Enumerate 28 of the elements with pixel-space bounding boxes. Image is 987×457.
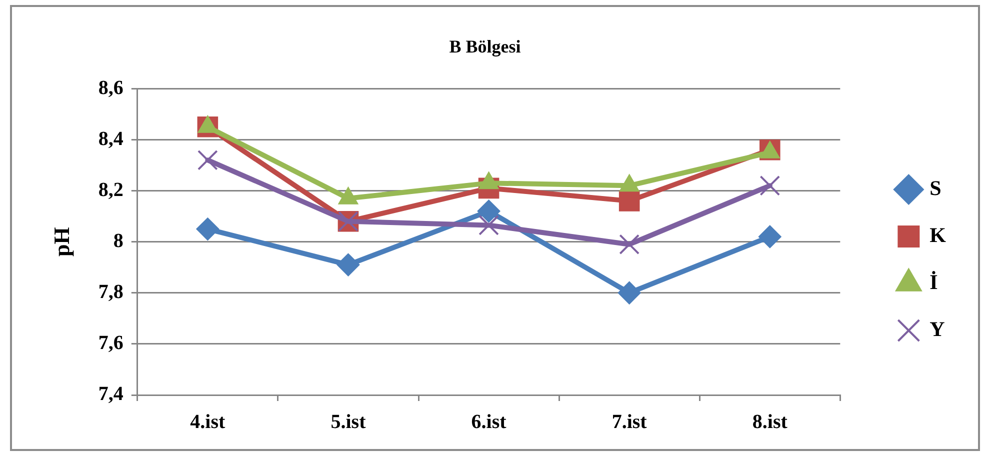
- point: [196, 218, 220, 241]
- legend-label: İ: [930, 270, 938, 294]
- point: [758, 225, 782, 248]
- point: [618, 281, 641, 304]
- y-tick-label: 7,6: [98, 332, 124, 354]
- y-tick-label: 7,4: [98, 383, 124, 406]
- x-tick-label: 4.ist: [190, 411, 226, 434]
- x-tick-label: 5.ist: [330, 411, 366, 434]
- y-tick-label: 8,2: [98, 178, 124, 201]
- point: [477, 200, 500, 223]
- point: [760, 175, 780, 196]
- point: [336, 253, 360, 276]
- x-tick-label: 7.ist: [612, 411, 648, 434]
- y-tick-label: 8,4: [98, 128, 124, 150]
- legend-label: Y: [930, 316, 945, 341]
- chart-title: B Bölgesi: [449, 36, 521, 56]
- legend-label: K: [930, 222, 947, 247]
- point: [619, 234, 640, 255]
- y-tick-label: 7,8: [98, 281, 124, 304]
- y-tick-label: 8: [113, 230, 124, 252]
- point: [197, 150, 218, 170]
- x-tick-label: 8.ist: [752, 411, 788, 434]
- point: [478, 215, 499, 236]
- point: [618, 190, 640, 212]
- legend-label: S: [930, 176, 942, 200]
- y-tick-label: 8,6: [98, 76, 124, 99]
- y-axis-title: pH: [48, 227, 74, 256]
- x-tick-label: 6.ist: [471, 411, 507, 434]
